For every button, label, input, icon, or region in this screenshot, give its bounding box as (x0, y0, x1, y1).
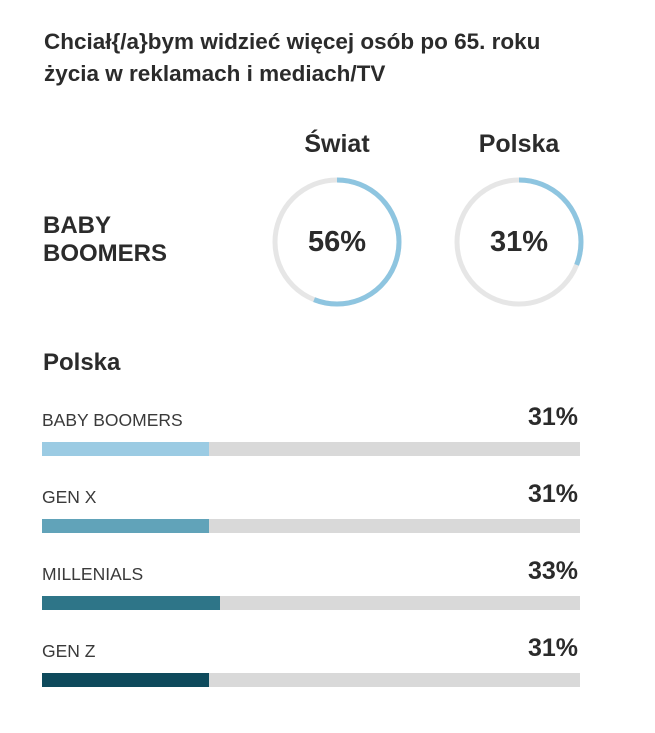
bar-fill-gen-z (42, 673, 209, 687)
bar-label-gen-x: GEN X (42, 487, 97, 507)
bar-value-gen-z: 31% (527, 634, 578, 662)
donut-row-label: BABY BOOMERS (43, 212, 167, 268)
bar-track (42, 673, 580, 687)
bar-track (42, 442, 580, 456)
bar-row: GEN Z 31% (42, 629, 580, 706)
bar-fill-millenials (42, 596, 220, 610)
donut-svg-poland (454, 177, 584, 307)
bar-section-title: Polska (43, 349, 121, 376)
bar-label-millenials: MILLENIALS (42, 564, 144, 584)
donut-row-label-line-2: BOOMERS (43, 240, 168, 267)
bar-value-millenials: 33% (527, 557, 578, 585)
donut-arc-world (272, 177, 402, 307)
bar-track (42, 519, 580, 533)
donut-value-poland: 31% (489, 226, 549, 258)
bar-row: MILLENIALS 33% (42, 552, 580, 629)
bar-value-baby-boomers: 31% (527, 403, 578, 431)
donut-arc-poland (454, 177, 584, 307)
bar-value-gen-x: 31% (527, 480, 578, 508)
bar-chart: BABY BOOMERS 31% GEN X 31% MILLENIALS 33… (42, 398, 580, 706)
donut-chart-poland: 31% (453, 176, 585, 308)
bar-track (42, 596, 580, 610)
donut-row-label-line-1: BABY (43, 212, 112, 239)
donut-chart-world: 56% (271, 176, 403, 308)
donut-value-world: 56% (307, 226, 367, 258)
column-header-world: Świat (304, 130, 370, 158)
bar-fill-baby-boomers (42, 442, 209, 456)
donut-svg-world (272, 177, 402, 307)
bar-row: GEN X 31% (42, 475, 580, 552)
column-header-poland: Polska (478, 130, 560, 158)
chart-title-line-1: Chciał{/a}bym widzieć więcej osób po 65.… (44, 29, 541, 54)
bar-fill-gen-x (42, 519, 209, 533)
chart-title-line-2: życia w reklamach i mediach/TV (44, 61, 386, 86)
bar-label-baby-boomers: BABY BOOMERS (42, 410, 183, 430)
bar-label-gen-z: GEN Z (42, 641, 96, 661)
chart-title: Chciał{/a}bym widzieć więcej osób po 65.… (44, 26, 624, 90)
bar-row: BABY BOOMERS 31% (42, 398, 580, 475)
